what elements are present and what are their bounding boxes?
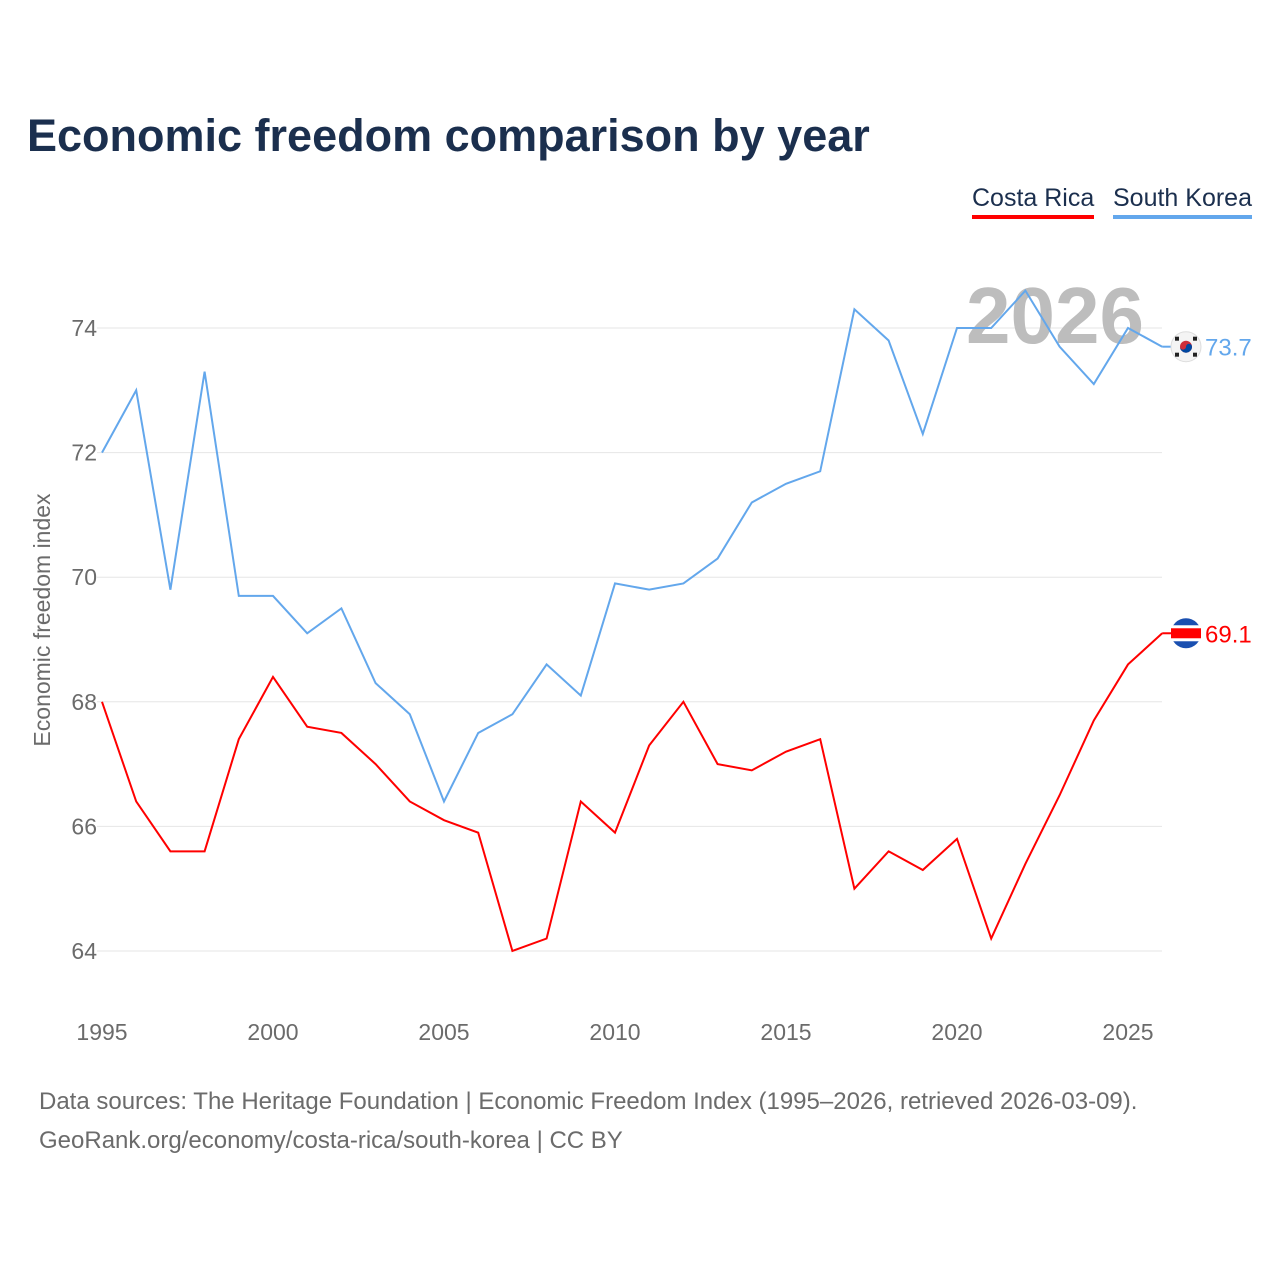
footer-sources: Data sources: The Heritage Foundation | … <box>39 1088 1138 1115</box>
x-tick-label: 2025 <box>1102 1019 1153 1045</box>
legend-costa-rica[interactable]: Costa Rica <box>972 184 1095 219</box>
series-line-south-korea <box>101 288 1163 804</box>
x-tick-label: 2015 <box>760 1019 811 1045</box>
series-line-costa-rica <box>101 632 1163 953</box>
costa-rica-flag-icon <box>1171 618 1201 649</box>
footer-link[interactable]: GeoRank.org/economy/costa-rica/south-kor… <box>39 1127 623 1154</box>
y-tick-label: 68 <box>71 689 97 715</box>
y-tick-label: 66 <box>71 813 97 839</box>
south-korea-flag-icon <box>1170 331 1202 363</box>
end-value-label: 73.7 <box>1205 335 1252 362</box>
end-value-label: 69.1 <box>1205 621 1252 648</box>
chart-title: Economic freedom comparison by year <box>27 110 870 161</box>
x-tick-label: 2020 <box>931 1019 982 1045</box>
x-tick-label: 2005 <box>418 1019 469 1045</box>
y-tick-label: 70 <box>71 564 97 590</box>
line-chart: 64 66 68 70 72 74 1995 2000 2005 2010 2015 2020 2025… <box>29 271 1252 1045</box>
y-axis-label: Economic freedom index <box>29 493 55 747</box>
y-tick-label: 74 <box>71 315 97 341</box>
y-tick-label: 64 <box>71 938 97 964</box>
x-tick-label: 1995 <box>76 1019 127 1045</box>
y-tick-label: 72 <box>71 440 97 466</box>
x-tick-label: 2000 <box>247 1019 298 1045</box>
year-watermark: 2026 <box>966 271 1144 360</box>
x-tick-label: 2010 <box>589 1019 640 1045</box>
legend-south-korea[interactable]: South Korea <box>1113 184 1252 219</box>
